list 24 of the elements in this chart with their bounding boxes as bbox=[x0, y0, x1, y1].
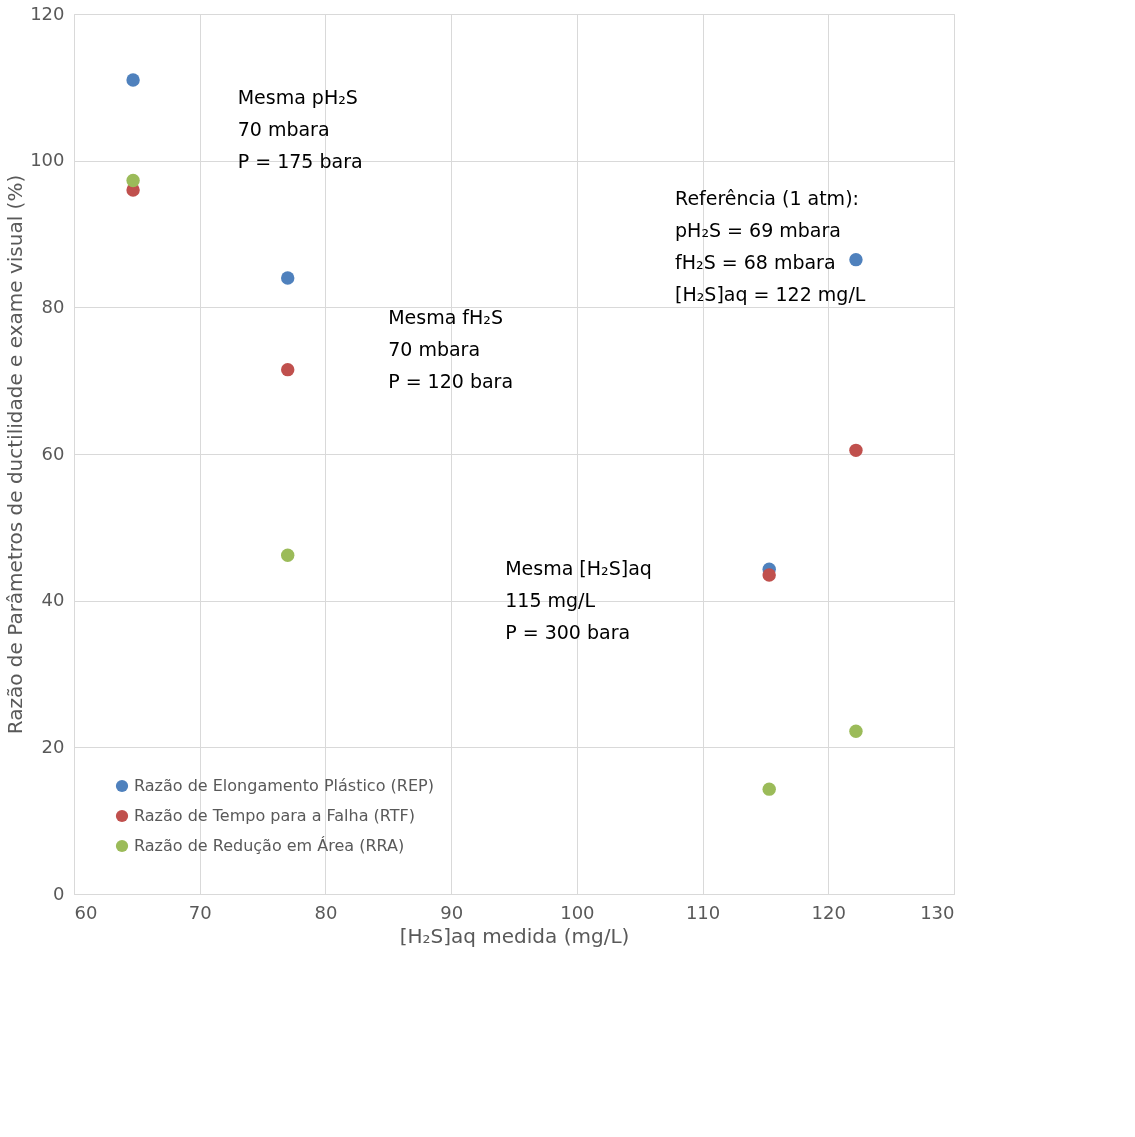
x-tick-label: 100 bbox=[560, 901, 595, 923]
annotation: Mesma [H₂S]aq 115 mg/L P = 300 bara bbox=[505, 556, 652, 643]
legend-label: Razão de Tempo para a Falha (RTF) bbox=[134, 806, 415, 825]
y-tick-label: 80 bbox=[41, 295, 65, 317]
x-tick-label: 90 bbox=[440, 901, 464, 923]
x-tick-label: 70 bbox=[188, 901, 212, 923]
x-tick-label: 110 bbox=[685, 901, 721, 923]
y-tick-label: 40 bbox=[41, 589, 65, 611]
x-tick-label: 120 bbox=[811, 901, 846, 923]
y-tick-label: 20 bbox=[41, 735, 65, 757]
annotation: Referência (1 atm): pH₂S = 69 mbara fH₂S = 68 mbara [H₂S]aq = 122 mg/L bbox=[675, 187, 866, 305]
y-tick-label: 0 bbox=[53, 882, 65, 904]
y-tick-label: 60 bbox=[41, 442, 65, 464]
x-tick-label: 130 bbox=[920, 901, 955, 923]
legend-label: Razão de Redução em Área (RRA) bbox=[134, 836, 405, 855]
annotation: Mesma fH₂S 70 mbara P = 120 bara bbox=[388, 305, 514, 392]
legend-label: Razão de Elongamento Plástico (REP) bbox=[134, 776, 434, 795]
y-axis-title: Razão de Parâmetros de ductilidade e exame visual (%) bbox=[3, 174, 28, 735]
annotation: Mesma pH₂S 70 mbara P = 175 bara bbox=[237, 85, 363, 172]
x-tick-label: 60 bbox=[74, 901, 98, 923]
y-tick-label: 120 bbox=[30, 2, 65, 24]
x-tick-label: 80 bbox=[314, 901, 338, 923]
y-tick-label: 100 bbox=[30, 149, 65, 171]
x-axis-title: [H₂S]aq medida (mg/L) bbox=[399, 923, 630, 948]
